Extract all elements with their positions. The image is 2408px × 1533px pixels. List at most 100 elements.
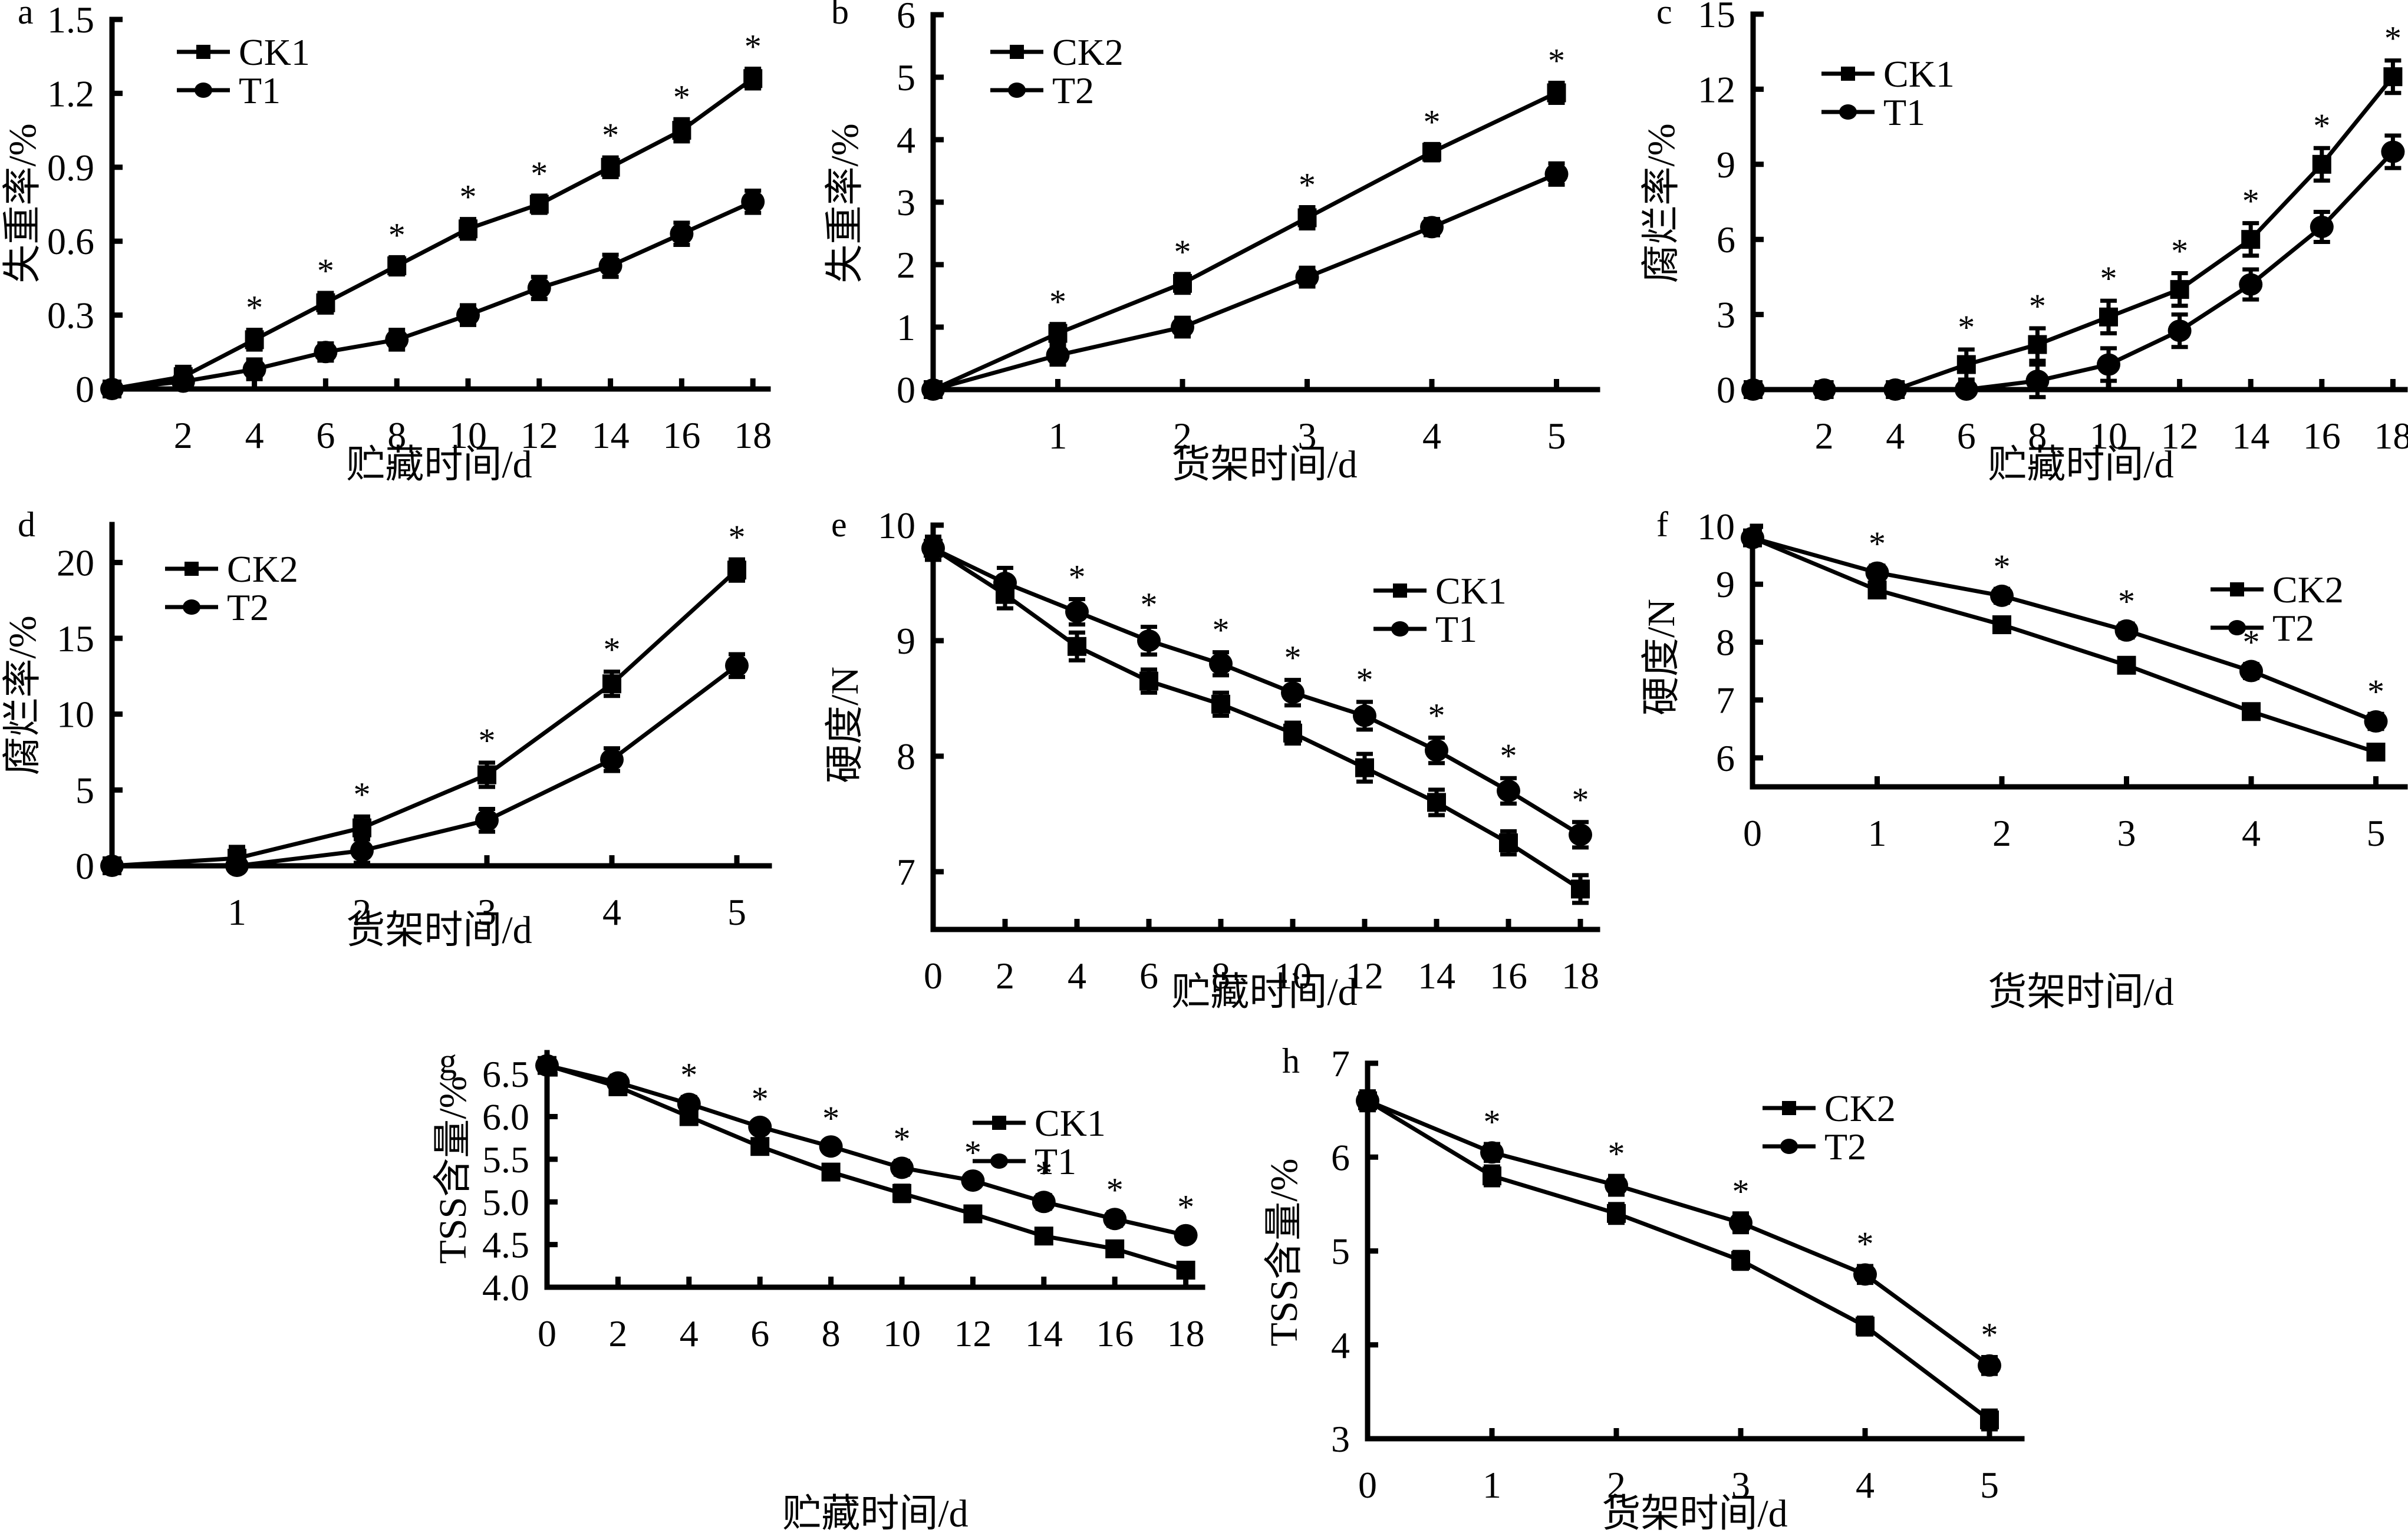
- y-tick-label: 0: [75, 368, 94, 410]
- x-tick-label: 12: [954, 1313, 991, 1354]
- data-point-circle: [1954, 378, 1978, 401]
- data-point-circle: [1425, 739, 1448, 762]
- legend-label: CK1: [1883, 53, 1955, 95]
- data-point-square: [821, 1162, 841, 1182]
- significance-marker: *: [1548, 42, 1565, 80]
- data-point-square: [387, 256, 407, 275]
- significance-marker: *: [1732, 1172, 1750, 1211]
- y-tick-label: 3: [1331, 1418, 1350, 1460]
- data-point-square: [1499, 833, 1518, 852]
- data-point-square: [1068, 637, 1086, 656]
- data-point-square: [601, 157, 620, 177]
- data-point-circle: [1295, 266, 1319, 289]
- data-point-circle: [819, 1135, 843, 1158]
- data-point-square: [1607, 1204, 1626, 1223]
- y-tick-label: 9: [1716, 563, 1735, 605]
- legend-item-T1: T1: [973, 1140, 1076, 1182]
- panel-label: b: [831, 0, 849, 31]
- data-point-square: [2170, 280, 2189, 299]
- x-tick-label: 5: [1980, 1464, 1999, 1506]
- series-line: [933, 172, 1557, 392]
- y-tick-label: 1.5: [47, 0, 94, 41]
- data-point-square: [2366, 743, 2386, 762]
- x-tick-label: 4: [1422, 415, 1441, 457]
- data-point-square: [2099, 307, 2118, 327]
- significance-marker: *: [2029, 287, 2046, 325]
- data-point-circle: [993, 572, 1017, 594]
- y-tick-label: 0.6: [47, 220, 94, 262]
- x-tick-label: 1: [1868, 812, 1887, 854]
- data-point-square: [1173, 273, 1192, 293]
- x-tick-label: 8: [822, 1313, 841, 1354]
- y-tick-label: 7: [897, 851, 915, 893]
- significance-marker: *: [1572, 781, 1589, 819]
- legend-item-CK1: CK1: [1373, 570, 1507, 612]
- data-point-circle: [1137, 629, 1161, 652]
- series-T1: [1741, 133, 2405, 401]
- data-point-circle: [1853, 1263, 1877, 1286]
- x-tick-label: 1: [1483, 1464, 1501, 1506]
- x-tick-label: 4: [602, 891, 621, 933]
- data-point-square: [1992, 615, 2011, 634]
- data-point-circle: [1420, 216, 1444, 239]
- panel-label: h: [1282, 1041, 1300, 1080]
- significance-marker: *: [2313, 107, 2330, 145]
- y-tick-label: 1.2: [47, 72, 94, 114]
- data-point-circle: [1741, 526, 1764, 549]
- panel-label: d: [18, 505, 35, 544]
- legend-label: T2: [1824, 1126, 1866, 1168]
- x-tick-label: 12: [521, 414, 558, 456]
- x-tick-label: 1: [1049, 415, 1068, 457]
- panel-label: e: [831, 505, 847, 544]
- data-point-square: [1427, 793, 1446, 812]
- data-point-circle: [1480, 1141, 1504, 1164]
- x-tick-label: 2: [174, 414, 193, 456]
- data-point-circle: [2239, 273, 2263, 296]
- data-point-circle: [2025, 370, 2050, 393]
- data-point-circle: [527, 276, 551, 299]
- data-point-circle: [242, 358, 266, 381]
- legend-circle-icon: [1839, 104, 1857, 120]
- x-axis-title: 贮藏时间/d: [1988, 443, 2173, 486]
- legend-item-CK2: CK2: [990, 31, 1124, 73]
- legend-label: CK1: [1035, 1102, 1106, 1144]
- y-tick-label: 15: [57, 618, 94, 660]
- data-point-circle: [350, 839, 374, 862]
- y-axis-title: TSS含量/%: [431, 1076, 475, 1264]
- significance-marker: *: [1174, 233, 1191, 271]
- y-tick-label: 5: [75, 769, 94, 811]
- significance-marker: *: [479, 721, 496, 760]
- data-point-circle: [225, 855, 249, 877]
- x-tick-label: 3: [1731, 1464, 1750, 1506]
- significance-marker: *: [680, 1056, 697, 1094]
- data-point-square: [245, 330, 264, 350]
- series-line: [111, 77, 755, 391]
- data-point-square: [1856, 1316, 1875, 1336]
- x-tick-label: 3: [1298, 415, 1317, 457]
- y-tick-label: 6.0: [482, 1096, 529, 1138]
- data-point-square: [1731, 1251, 1750, 1270]
- data-point-square: [602, 674, 621, 694]
- legend-label: CK2: [1052, 31, 1124, 73]
- data-point-circle: [171, 370, 195, 393]
- data-point-circle: [385, 328, 409, 351]
- panel-a: 0 0.3 0.6 0.9 1.2 1.5 2 4 6 8 10 12 14 16 18 a 失重率/% 贮藏时间…: [1, 0, 772, 486]
- significance-marker: *: [1049, 283, 1066, 321]
- legend-item-T2: T2: [2211, 607, 2314, 649]
- y-axis-title: 失重率/%: [823, 123, 867, 283]
- x-tick-label: 2: [1607, 1464, 1626, 1506]
- legend-square-icon: [1841, 67, 1855, 81]
- legend-item-CK1: CK1: [1821, 53, 1955, 95]
- data-point-square: [750, 1137, 770, 1156]
- legend-square-icon: [185, 562, 199, 576]
- data-point-circle: [1032, 1191, 1056, 1214]
- series-CK2: [1358, 1089, 1999, 1432]
- data-point-square: [2242, 702, 2261, 721]
- data-point-circle: [741, 190, 765, 213]
- data-point-square: [1211, 694, 1230, 714]
- legend-circle-icon: [1780, 1139, 1798, 1154]
- significance-marker: *: [894, 1120, 911, 1158]
- x-axis-title: 货架时间/d: [1988, 971, 2173, 1014]
